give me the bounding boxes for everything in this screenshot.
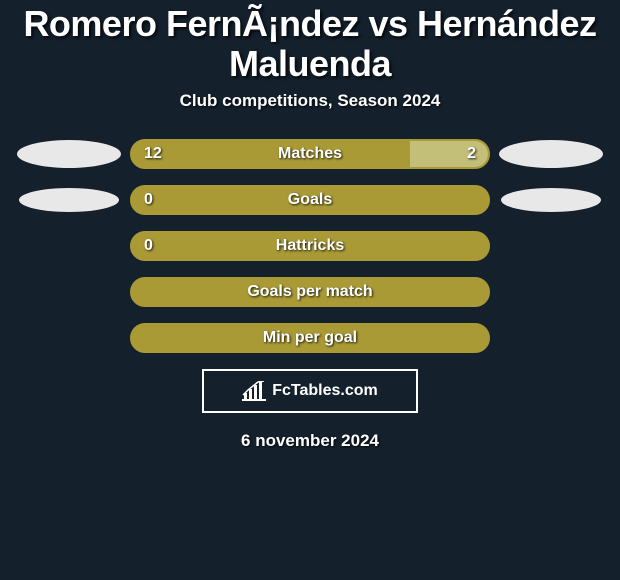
stat-label: Hattricks bbox=[276, 237, 344, 255]
stat-bar: Hattricks 0 bbox=[130, 231, 490, 261]
attribution-text: FcTables.com bbox=[272, 382, 378, 400]
date-label: 6 november 2024 bbox=[0, 431, 620, 451]
stat-row: Goals 0 bbox=[0, 185, 620, 215]
stat-label: Matches bbox=[278, 145, 342, 163]
left-slot bbox=[8, 140, 130, 168]
stat-value-right: 2 bbox=[467, 145, 476, 163]
player-right-marker bbox=[499, 140, 603, 168]
left-slot bbox=[8, 188, 130, 212]
attribution-box: FcTables.com bbox=[202, 369, 418, 413]
stat-label: Goals bbox=[288, 191, 332, 209]
player-right-marker bbox=[501, 188, 601, 212]
page-subtitle: Club competitions, Season 2024 bbox=[0, 91, 620, 139]
right-slot bbox=[490, 188, 612, 212]
stat-bar: Goals per match bbox=[130, 277, 490, 307]
stat-row: Hattricks 0 bbox=[0, 231, 620, 261]
stat-label: Goals per match bbox=[247, 283, 372, 301]
page-title: Romero FernÃ¡ndez vs Hernández Maluenda bbox=[0, 0, 620, 91]
stat-bar: Goals 0 bbox=[130, 185, 490, 215]
stat-row: Min per goal bbox=[0, 323, 620, 353]
stat-value-left: 0 bbox=[144, 191, 153, 209]
stat-bar: Matches 12 2 bbox=[130, 139, 490, 169]
player-left-marker bbox=[19, 188, 119, 212]
right-slot bbox=[490, 140, 612, 168]
stat-label: Min per goal bbox=[263, 329, 357, 347]
chart-icon bbox=[242, 381, 266, 401]
stat-row: Matches 12 2 bbox=[0, 139, 620, 169]
stat-value-left: 12 bbox=[144, 145, 162, 163]
stat-rows: Matches 12 2 Goals 0 Hattricks 0 Goals per matc… bbox=[0, 139, 620, 353]
bar-segment-left bbox=[132, 141, 410, 167]
stat-row: Goals per match bbox=[0, 277, 620, 307]
player-left-marker bbox=[17, 140, 121, 168]
stat-bar: Min per goal bbox=[130, 323, 490, 353]
stat-value-left: 0 bbox=[144, 237, 153, 255]
bar-segment-right bbox=[410, 141, 488, 167]
comparison-card: Romero FernÃ¡ndez vs Hernández Maluenda … bbox=[0, 0, 620, 451]
